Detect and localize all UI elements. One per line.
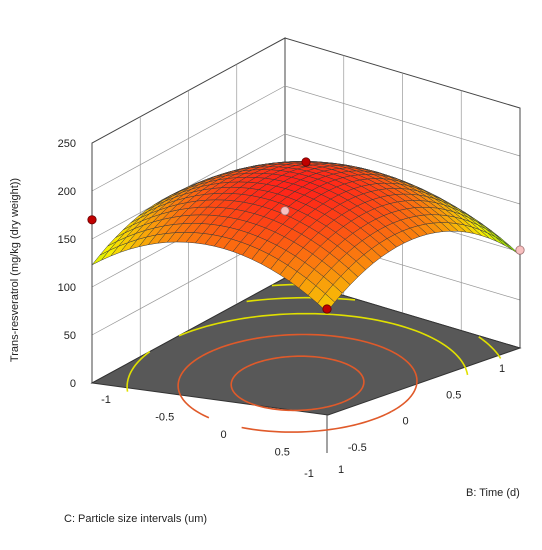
z-tick-label: 50 <box>64 330 76 342</box>
wall-gridline <box>91 85 521 192</box>
z-tick-label: 150 <box>58 234 76 246</box>
floor <box>90 277 522 416</box>
design-point <box>87 215 97 225</box>
x-tick-label: -0.5 <box>155 412 174 424</box>
y-axis-title: C: Particle size intervals (um) <box>64 513 207 525</box>
x-tick-label: -1 <box>101 394 111 406</box>
z-axis-title: Trans-resveratrol (mg/kg (dry weight)) <box>9 178 21 362</box>
z-tick-label: 250 <box>58 138 76 150</box>
design-point <box>301 157 311 167</box>
design-point <box>322 304 332 314</box>
design-point <box>280 206 290 216</box>
z-tick-label: 200 <box>58 186 76 198</box>
design-points <box>87 157 525 314</box>
z-tick-label: 100 <box>58 282 76 294</box>
z-tick-label: 0 <box>70 378 76 390</box>
y-tick-label: -1 <box>304 468 314 480</box>
contour-line <box>241 410 393 433</box>
contour-line <box>177 333 418 419</box>
y-tick-label: 1 <box>499 363 505 375</box>
tick-labels: 0 50 100 150 200 250 -1 -0.5 0 0.5 1 -1 -0.5 0 0.5 1 <box>58 138 505 480</box>
x-tick-label: 0.5 <box>275 447 290 459</box>
design-point <box>515 245 525 255</box>
y-tick-label: 0.5 <box>446 389 461 401</box>
x-tick-label: 1 <box>338 464 344 476</box>
x-axis-title: B: Time (d) <box>466 487 520 499</box>
floor-plane <box>90 277 522 416</box>
response-surface <box>91 161 521 313</box>
y-tick-label: -0.5 <box>348 442 367 454</box>
contour-line <box>178 312 469 376</box>
contour-line <box>478 336 502 359</box>
x-tick-label: 0 <box>220 429 226 441</box>
contour-line <box>126 350 151 392</box>
y-tick-label: 0 <box>402 416 408 428</box>
contour-line <box>230 355 365 412</box>
